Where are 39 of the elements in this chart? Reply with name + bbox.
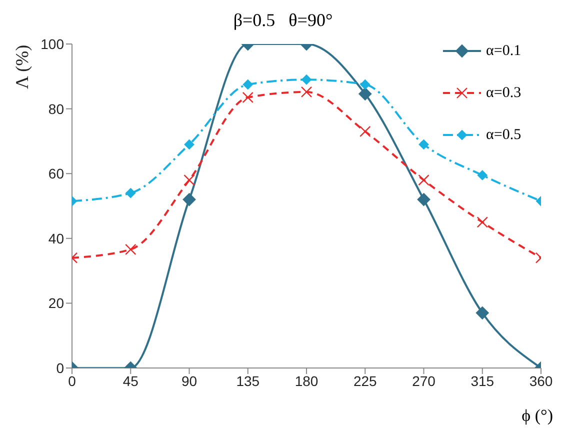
point xyxy=(360,80,370,90)
point xyxy=(476,306,489,320)
point xyxy=(418,174,430,186)
y-axis-title: Λ (%) xyxy=(12,44,32,89)
point xyxy=(184,139,194,150)
x-tick-label: 135 xyxy=(236,372,260,389)
y-tick-label: 40 xyxy=(48,230,64,246)
point xyxy=(126,188,136,198)
x-axis-title: ϕ (°) xyxy=(522,406,553,426)
x-tick-label: 315 xyxy=(470,372,494,389)
point xyxy=(184,174,195,186)
point xyxy=(417,193,430,206)
point xyxy=(302,74,312,85)
point xyxy=(125,244,136,256)
y-tick-label: 80 xyxy=(48,100,64,117)
x-tick-label: 0 xyxy=(68,372,76,389)
legend-label: α=0.5 xyxy=(486,126,522,144)
x-tick-label: 270 xyxy=(412,372,436,389)
y-tick-label: 100 xyxy=(40,36,64,52)
point xyxy=(182,193,196,206)
point xyxy=(242,92,254,104)
legend-label: α=0.1 xyxy=(486,42,522,60)
chart-title: β=0.5 θ=90° xyxy=(232,10,334,31)
legend-label: α=0.3 xyxy=(486,84,522,102)
point xyxy=(300,86,312,98)
x-tick-label: 45 xyxy=(122,372,139,389)
y-tick-label: 0 xyxy=(56,360,64,376)
point xyxy=(358,87,372,100)
point xyxy=(476,216,488,228)
y-tick-label: 20 xyxy=(48,295,64,312)
x-tick-label: 180 xyxy=(294,372,318,389)
x-tick-label: 360 xyxy=(529,372,553,389)
point xyxy=(418,139,429,150)
point xyxy=(360,126,371,138)
point xyxy=(242,80,253,90)
x-tick-label: 90 xyxy=(181,372,198,389)
point xyxy=(477,170,488,180)
y-tick-label: 60 xyxy=(48,166,64,182)
x-tick-label: 225 xyxy=(353,372,378,389)
